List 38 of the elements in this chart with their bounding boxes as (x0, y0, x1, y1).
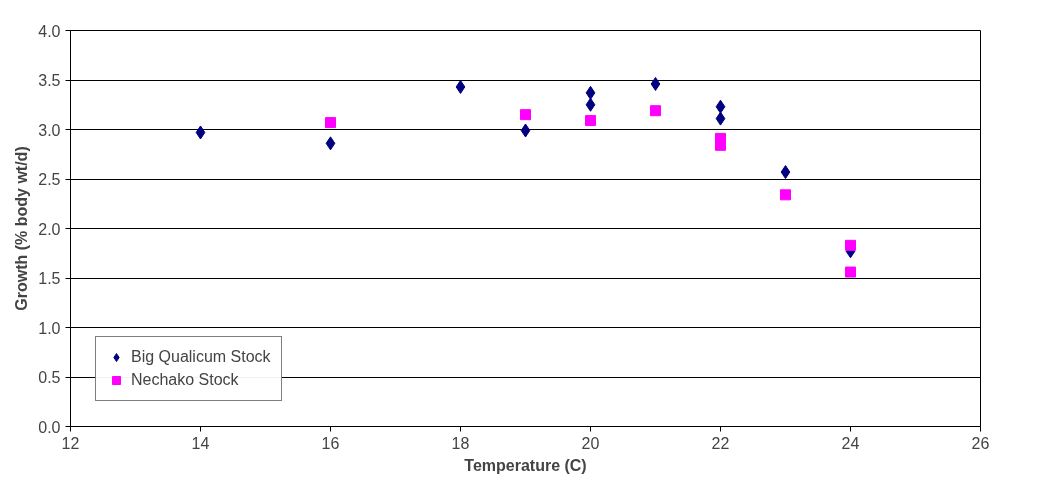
point (650, 105, 661, 117)
point (195, 125, 206, 140)
point (325, 136, 336, 151)
y-tick-label: 0.5 (38, 369, 61, 386)
point (325, 117, 336, 129)
x-tick-label: 18 (451, 434, 470, 452)
point (520, 109, 531, 121)
y-tick-label: 1.0 (38, 319, 61, 337)
point (650, 76, 661, 91)
x-axis-title: Temperature (C) (464, 456, 587, 474)
legend-label: Nechako Stock (131, 371, 239, 389)
point (585, 115, 596, 127)
x-tick-label: 20 (581, 434, 600, 452)
y-tick-label: 3.5 (38, 72, 61, 89)
point (455, 79, 466, 94)
x-tick-label: 22 (711, 434, 730, 452)
point (780, 189, 791, 201)
y-tick-label: 0.0 (38, 418, 61, 436)
y-tick-label: 4.0 (38, 22, 61, 40)
y-axis-title: Growth (% body wt/d) (13, 146, 31, 311)
x-tick-label: 26 (971, 434, 990, 452)
point (715, 111, 726, 126)
y-tick-label: 2.0 (38, 220, 61, 238)
point (715, 99, 726, 114)
x-tick-label: 16 (321, 434, 340, 452)
point (520, 123, 531, 138)
x-tick-label: 12 (61, 434, 80, 452)
x-tick-label: 14 (191, 434, 210, 452)
point (585, 85, 596, 100)
point (845, 239, 856, 251)
y-tick-label: 2.5 (38, 171, 61, 188)
point (585, 97, 596, 112)
legend-label: Big Qualicum Stock (131, 348, 271, 366)
point (845, 266, 856, 278)
point (780, 165, 791, 180)
x-tick-label: 24 (841, 434, 860, 452)
y-tick-label: 1.5 (38, 270, 61, 287)
y-tick-label: 3.0 (38, 121, 61, 139)
